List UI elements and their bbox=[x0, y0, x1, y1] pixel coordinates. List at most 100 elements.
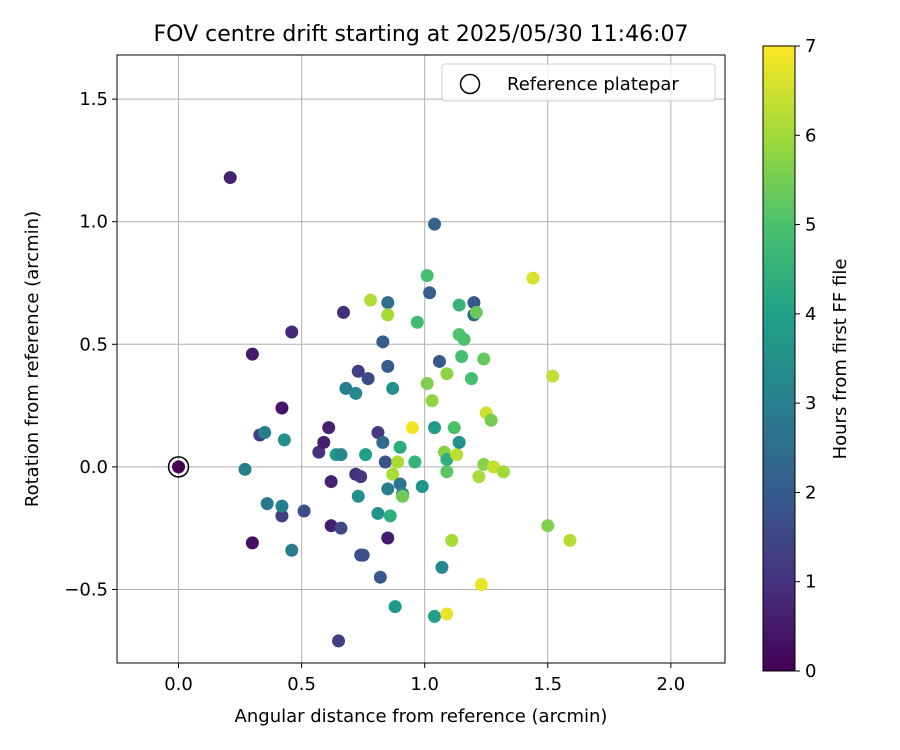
data-point bbox=[386, 467, 400, 481]
colorbar-tick-label: 7 bbox=[805, 36, 816, 57]
data-point bbox=[447, 421, 461, 435]
data-point bbox=[452, 435, 466, 449]
colorbar-tick-label: 6 bbox=[805, 125, 816, 146]
x-tick-label: 2.0 bbox=[657, 674, 686, 695]
data-point bbox=[410, 315, 424, 329]
plot-area bbox=[117, 55, 725, 663]
data-point bbox=[405, 421, 419, 435]
chart-title: FOV centre drift starting at 2025/05/30 … bbox=[154, 22, 689, 47]
colorbar-tick-label: 0 bbox=[805, 661, 816, 682]
x-tick-label: 1.0 bbox=[410, 674, 439, 695]
x-tick-label: 0.0 bbox=[164, 674, 193, 695]
data-point bbox=[336, 305, 350, 319]
data-point bbox=[275, 401, 289, 415]
plot-frame bbox=[116, 54, 726, 664]
colorbar-ticks: 0 1 2 3 4 5 6 7 bbox=[795, 36, 816, 682]
data-point bbox=[277, 433, 291, 447]
data-point bbox=[472, 470, 486, 484]
x-tick-label: 1.5 bbox=[533, 674, 562, 695]
data-point bbox=[408, 455, 422, 469]
data-point bbox=[275, 499, 289, 513]
data-point bbox=[381, 296, 395, 310]
data-point bbox=[381, 308, 395, 322]
data-point bbox=[317, 435, 331, 449]
x-axis-ticks: 0.0 0.5 1.0 1.5 2.0 bbox=[164, 663, 685, 695]
data-point bbox=[477, 457, 491, 471]
data-point bbox=[428, 217, 442, 231]
x-axis-label: Angular distance from reference (arcmin) bbox=[235, 706, 608, 727]
data-point bbox=[322, 421, 336, 435]
data-point bbox=[245, 347, 259, 361]
colorbar-tick-label: 2 bbox=[805, 482, 816, 503]
data-point bbox=[351, 364, 365, 378]
data-point bbox=[361, 372, 375, 386]
data-point bbox=[381, 531, 395, 545]
data-point bbox=[275, 509, 289, 523]
data-point bbox=[428, 609, 442, 623]
legend-box bbox=[441, 63, 716, 102]
data-point bbox=[334, 521, 348, 535]
data-point bbox=[487, 460, 501, 474]
legend-label-reference-platepar: Reference platepar bbox=[507, 74, 679, 95]
data-point bbox=[351, 489, 365, 503]
colorbar-tick-label: 3 bbox=[805, 393, 816, 414]
data-point bbox=[432, 354, 446, 368]
data-point bbox=[285, 325, 299, 339]
data-point bbox=[258, 426, 272, 440]
data-point bbox=[245, 536, 259, 550]
data-point bbox=[297, 504, 311, 518]
data-point bbox=[464, 372, 478, 386]
data-point bbox=[415, 479, 429, 493]
y-axis-label: Rotation from reference (arcmin) bbox=[22, 211, 43, 507]
data-point bbox=[386, 381, 400, 395]
data-point bbox=[238, 462, 252, 476]
colorbar: 0 1 2 3 4 5 6 7 Hours from first FF file bbox=[762, 36, 851, 682]
data-point bbox=[223, 171, 237, 185]
data-point bbox=[393, 440, 407, 454]
colorbar-gradient bbox=[762, 45, 796, 672]
data-point bbox=[388, 600, 402, 614]
reference-platepar-marker bbox=[167, 456, 190, 478]
data-point bbox=[339, 381, 353, 395]
data-point bbox=[420, 377, 434, 391]
data-point bbox=[324, 519, 338, 533]
data-point bbox=[467, 296, 481, 310]
data-point bbox=[381, 359, 395, 373]
data-point bbox=[381, 482, 395, 496]
x-tick-label: 0.5 bbox=[287, 674, 316, 695]
y-tick-label: −0.5 bbox=[64, 579, 108, 600]
data-point bbox=[484, 413, 498, 427]
data-point bbox=[440, 465, 454, 479]
data-point bbox=[371, 426, 385, 440]
data-point bbox=[359, 448, 373, 462]
y-tick-label: 0.0 bbox=[79, 457, 108, 478]
data-point bbox=[474, 578, 488, 592]
data-point bbox=[324, 475, 338, 489]
data-point bbox=[364, 293, 378, 307]
data-point bbox=[391, 455, 405, 469]
legend: Reference platepar bbox=[441, 63, 716, 102]
data-point bbox=[373, 570, 387, 584]
data-point bbox=[440, 367, 454, 381]
data-point bbox=[383, 509, 397, 523]
data-point bbox=[546, 369, 560, 383]
data-point bbox=[376, 335, 390, 349]
data-point bbox=[356, 548, 370, 562]
data-point bbox=[541, 519, 555, 533]
colorbar-tick-label: 4 bbox=[805, 304, 816, 325]
data-point bbox=[371, 506, 385, 520]
data-point bbox=[354, 470, 368, 484]
data-point bbox=[285, 543, 299, 557]
data-point bbox=[376, 435, 390, 449]
data-point bbox=[563, 533, 577, 547]
data-point bbox=[477, 352, 491, 366]
data-point bbox=[457, 332, 471, 346]
data-point bbox=[435, 560, 449, 574]
data-point bbox=[420, 269, 434, 283]
data-point bbox=[423, 286, 437, 300]
data-point bbox=[450, 448, 464, 462]
data-point bbox=[428, 421, 442, 435]
colorbar-tick-label: 5 bbox=[805, 215, 816, 236]
data-point bbox=[496, 465, 510, 479]
